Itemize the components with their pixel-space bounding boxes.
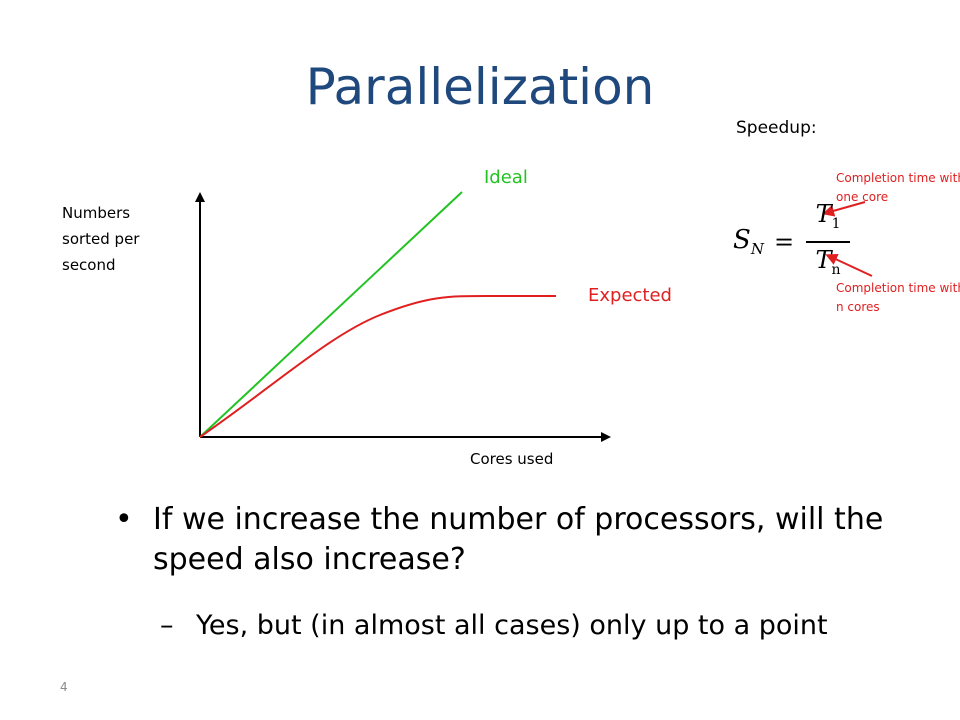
bullet-text: If we increase the number of processors,… <box>153 502 884 577</box>
numerator-arrow <box>822 201 866 217</box>
expected-series-label: Expected <box>588 285 672 306</box>
sub-bullet-text: Yes, but (in almost all cases) only up t… <box>196 610 828 641</box>
formula-fraction: T1 Tn <box>806 200 851 284</box>
dash-icon: – <box>160 610 174 641</box>
formula-equals: = <box>773 227 795 256</box>
expected-series-line <box>199 294 556 438</box>
ideal-series-line <box>199 191 463 438</box>
page-number: 4 <box>60 680 68 694</box>
slide-title: Parallelization <box>305 58 655 116</box>
formula-numerator: T1 <box>815 200 841 232</box>
speedup-formula: SN = T1 Tn <box>733 200 851 284</box>
formula-denominator: Tn <box>815 245 841 278</box>
denominator-arrow <box>825 253 873 277</box>
ideal-series-label: Ideal <box>484 167 528 188</box>
sub-bullet-item: – Yes, but (in almost all cases) only up… <box>160 606 920 646</box>
x-axis-label: Cores used <box>470 450 554 468</box>
formula-lhs: SN <box>733 225 764 259</box>
y-axis-label: Numbers sorted per second <box>62 204 140 274</box>
bullet-icon: • <box>115 502 133 537</box>
fraction-bar <box>806 240 851 243</box>
denominator-annotation: Completion time with n cores <box>836 281 960 314</box>
speedup-label: Speedup: <box>736 118 817 138</box>
bullet-item: • If we increase the number of processor… <box>115 500 915 580</box>
numerator-annotation: Completion time with one core <box>836 171 960 204</box>
